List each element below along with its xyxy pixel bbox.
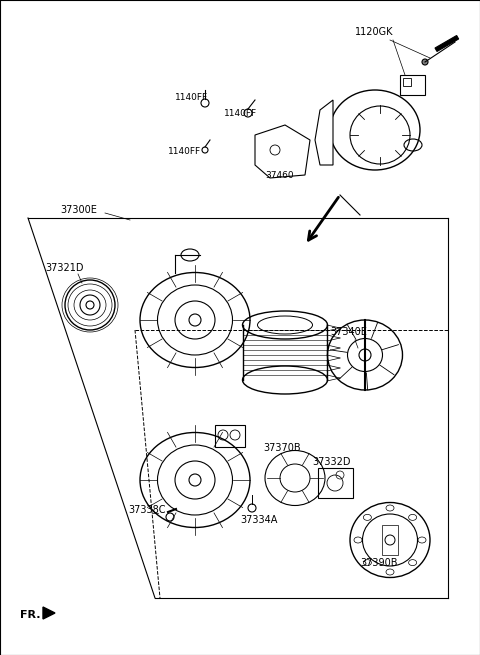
Text: 37460: 37460 (265, 170, 294, 179)
Polygon shape (255, 125, 310, 178)
Text: 1140FF: 1140FF (175, 94, 208, 102)
Text: 1140FF: 1140FF (224, 109, 257, 117)
Text: 37340E: 37340E (330, 327, 367, 337)
Polygon shape (315, 100, 333, 165)
Bar (215, 425, 245, 447)
Bar (400, 75, 425, 95)
Text: 37300E: 37300E (60, 205, 97, 215)
Text: 37390B: 37390B (360, 558, 397, 568)
Text: 1140FF: 1140FF (168, 147, 201, 157)
Text: 37370B: 37370B (263, 443, 300, 453)
Text: FR.: FR. (20, 610, 40, 620)
Bar (318, 468, 353, 498)
Ellipse shape (422, 59, 428, 65)
Text: 37338C: 37338C (128, 505, 166, 515)
Text: 37321D: 37321D (45, 263, 84, 273)
Text: 37334A: 37334A (240, 515, 277, 525)
Polygon shape (43, 607, 55, 619)
Text: 37332D: 37332D (312, 457, 350, 467)
Text: 1120GK: 1120GK (355, 27, 394, 37)
Bar (382, 525, 398, 555)
Bar (435, 35, 459, 52)
Bar (403, 78, 411, 86)
